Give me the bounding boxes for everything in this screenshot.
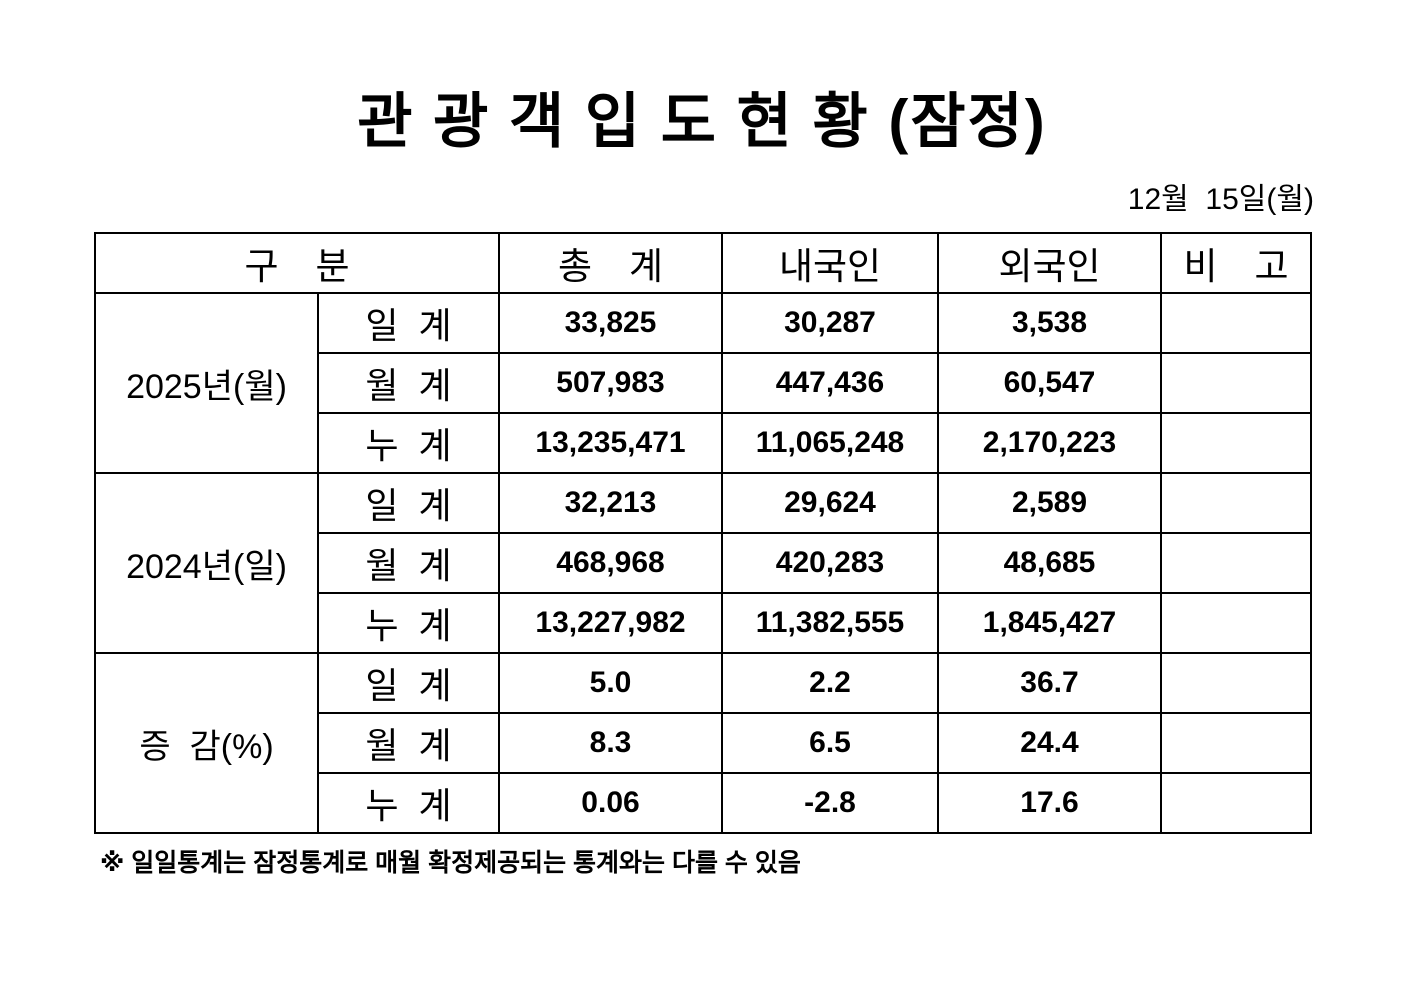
table-row: 2025년(월) 일 계 33,825 30,287 3,538 <box>94 292 1312 474</box>
cell-note <box>1160 652 1312 714</box>
cell-total: 8.3 <box>498 712 723 774</box>
group-label-2024: 2024년(일) <box>94 472 319 654</box>
cell-total: 32,213 <box>498 472 723 534</box>
header-total: 총 계 <box>498 232 723 294</box>
header-foreign: 외국인 <box>937 232 1162 294</box>
cell-total: 468,968 <box>498 532 723 594</box>
cell-note <box>1160 472 1312 534</box>
table-row: 월 계 468,968 420,283 48,685 <box>95 532 1312 594</box>
row-label-daily: 일 계 <box>317 652 500 714</box>
cell-note <box>1160 412 1312 474</box>
table-row: 증 감(%) 일 계 5.0 2.2 36.7 <box>94 652 1312 834</box>
cell-total: 0.06 <box>498 772 723 834</box>
page-title: 관 광 객 입 도 현 황 (잠정) <box>357 88 1047 155</box>
row-label-monthly: 월 계 <box>317 352 500 414</box>
cell-foreign: 60,547 <box>937 352 1162 414</box>
cell-domestic: 447,436 <box>721 352 939 414</box>
cell-foreign: 1,845,427 <box>937 592 1162 654</box>
cell-domestic: -2.8 <box>721 772 939 834</box>
cell-domestic: 6.5 <box>721 712 939 774</box>
cell-note <box>1160 772 1312 834</box>
table-row: 누 계 0.06 -2.8 17.6 <box>95 772 1312 834</box>
cell-domestic: 29,624 <box>721 472 939 534</box>
group-label-2025: 2025년(월) <box>94 292 319 474</box>
row-label-cumulative: 누 계 <box>317 592 500 654</box>
cell-domestic: 11,382,555 <box>721 592 939 654</box>
header-domestic: 내국인 <box>721 232 939 294</box>
row-label-daily: 일 계 <box>317 292 500 354</box>
cell-foreign: 17.6 <box>937 772 1162 834</box>
row-label-monthly: 월 계 <box>317 712 500 774</box>
group-label-change: 증 감(%) <box>94 652 319 834</box>
table-row: 2024년(일) 일 계 32,213 29,624 2,589 <box>94 472 1312 654</box>
row-label-cumulative: 누 계 <box>317 772 500 834</box>
cell-foreign: 48,685 <box>937 532 1162 594</box>
cell-note <box>1160 592 1312 654</box>
cell-note <box>1160 352 1312 414</box>
row-label-cumulative: 누 계 <box>317 412 500 474</box>
cell-note <box>1160 712 1312 774</box>
cell-domestic: 2.2 <box>721 652 939 714</box>
cell-note <box>1160 292 1312 354</box>
cell-foreign: 3,538 <box>937 292 1162 354</box>
table-row: 누 계 13,235,471 11,065,248 2,170,223 <box>95 412 1312 474</box>
cell-domestic: 420,283 <box>721 532 939 594</box>
cell-domestic: 30,287 <box>721 292 939 354</box>
cell-total: 5.0 <box>498 652 723 714</box>
report-date: 12월 15일(월) <box>1127 183 1314 216</box>
cell-total: 507,983 <box>498 352 723 414</box>
cell-foreign: 2,170,223 <box>937 412 1162 474</box>
cell-total: 13,235,471 <box>498 412 723 474</box>
header-category: 구 분 <box>94 232 500 294</box>
table-row: 월 계 8.3 6.5 24.4 <box>95 712 1312 774</box>
footnote: ※ 일일통계는 잠정통계로 매월 확정제공되는 통계와는 다를 수 있음 <box>100 849 801 877</box>
tourist-arrival-table: 구 분 총 계 내국인 외국인 비 고 2025년(월) 일 계 33,825 … <box>94 232 1312 834</box>
table-header-row: 구 분 총 계 내국인 외국인 비 고 <box>94 232 1312 294</box>
cell-foreign: 36.7 <box>937 652 1162 714</box>
cell-note <box>1160 532 1312 594</box>
cell-foreign: 24.4 <box>937 712 1162 774</box>
cell-domestic: 11,065,248 <box>721 412 939 474</box>
table-row: 누 계 13,227,982 11,382,555 1,845,427 <box>95 592 1312 654</box>
cell-foreign: 2,589 <box>937 472 1162 534</box>
table-row: 월 계 507,983 447,436 60,547 <box>95 352 1312 414</box>
cell-total: 33,825 <box>498 292 723 354</box>
row-label-monthly: 월 계 <box>317 532 500 594</box>
cell-total: 13,227,982 <box>498 592 723 654</box>
row-label-daily: 일 계 <box>317 472 500 534</box>
header-note: 비 고 <box>1160 232 1312 294</box>
